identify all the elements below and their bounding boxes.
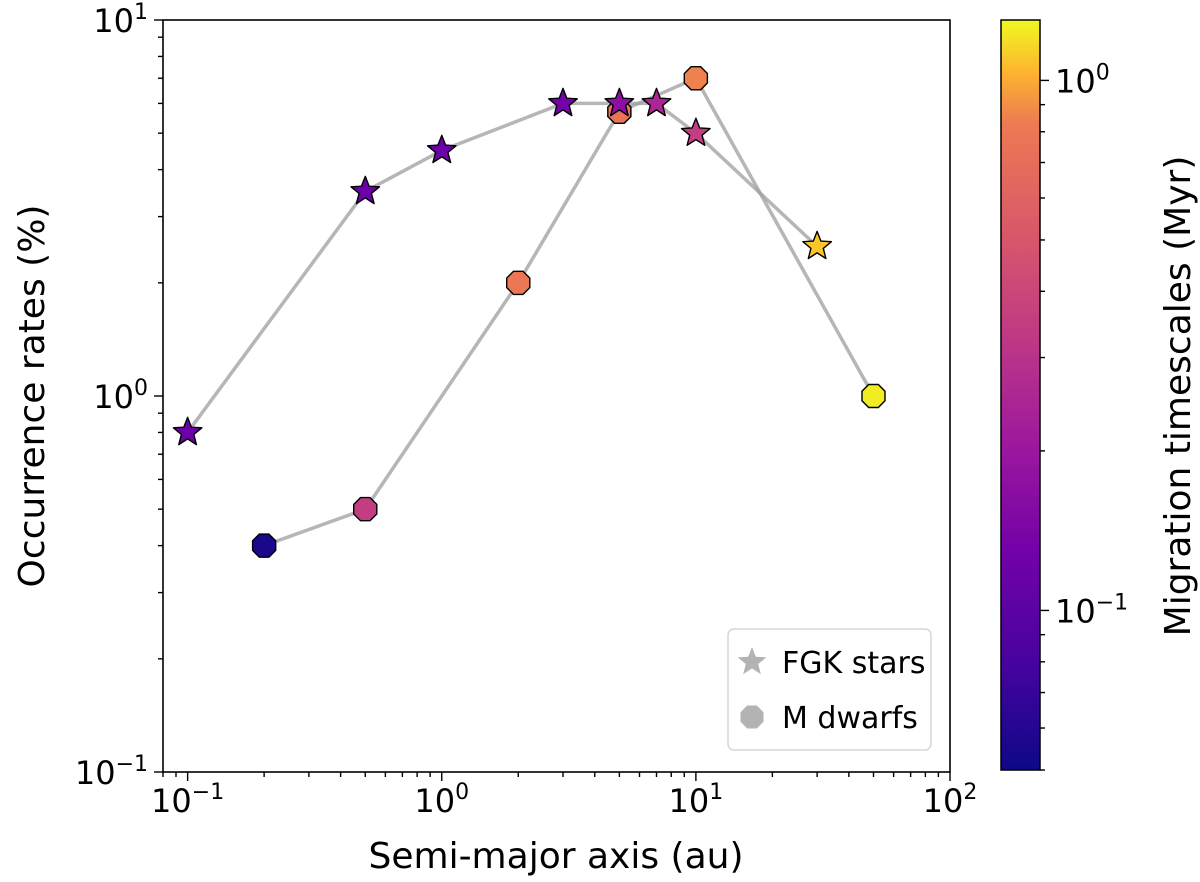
legend-label-mdwarfs: M dwarfs [782, 701, 918, 736]
y-tick-labels: 10−1 100 101 [75, 0, 148, 792]
legend-label-fgk: FGK stars [782, 646, 925, 681]
fgk-star-point [172, 416, 203, 446]
colorbar-gradient [1000, 19, 1041, 771]
legend-octagon-marker [740, 705, 764, 729]
colorbar-label: Migration timescales (Myr) [1158, 156, 1199, 637]
axis-ticks [154, 19, 951, 781]
colorbar-tick-label: 10−1 [1055, 590, 1128, 630]
x-tick-label: 102 [923, 780, 978, 820]
series-markers [172, 65, 886, 558]
x-tick-label: 10−1 [151, 780, 224, 820]
fgk-star-point [802, 230, 833, 260]
x-tick-label: 100 [414, 780, 469, 820]
colorbar-ticks: 10−1 100 [1040, 60, 1128, 771]
fgk-star-point [641, 87, 672, 117]
mdwarf-point [861, 383, 886, 409]
mdwarf-point [251, 533, 277, 558]
fgk-star-point [604, 87, 635, 117]
fgk-star-point [548, 87, 578, 117]
fgk-star-point [426, 134, 457, 164]
x-axis-label: Semi-major axis (au) [369, 836, 744, 877]
mdwarf-point [683, 65, 709, 91]
legend-frame [727, 628, 932, 751]
y-tick-label: 10−1 [75, 752, 148, 792]
legend-star-marker [737, 647, 767, 675]
series-line-mdwarfs [263, 76, 876, 548]
colorbar-tick-label: 100 [1055, 60, 1110, 100]
x-tick-labels: 10−1 100 101 102 [151, 780, 977, 820]
legend-markers [737, 647, 767, 729]
x-tick-label: 101 [669, 780, 724, 820]
fgk-star-point [350, 175, 381, 205]
colorbar: 10−1 100 Migration timescales (Myr) [1000, 19, 1199, 771]
legend: FGK stars M dwarfs [727, 628, 932, 751]
y-tick-label: 100 [93, 376, 148, 416]
y-tick-label: 101 [93, 0, 148, 40]
mdwarf-point [506, 270, 531, 296]
y-axis-label: Occurrence rates (%) [12, 205, 53, 588]
mdwarf-point [353, 496, 378, 522]
fgk-star-point [680, 117, 711, 147]
